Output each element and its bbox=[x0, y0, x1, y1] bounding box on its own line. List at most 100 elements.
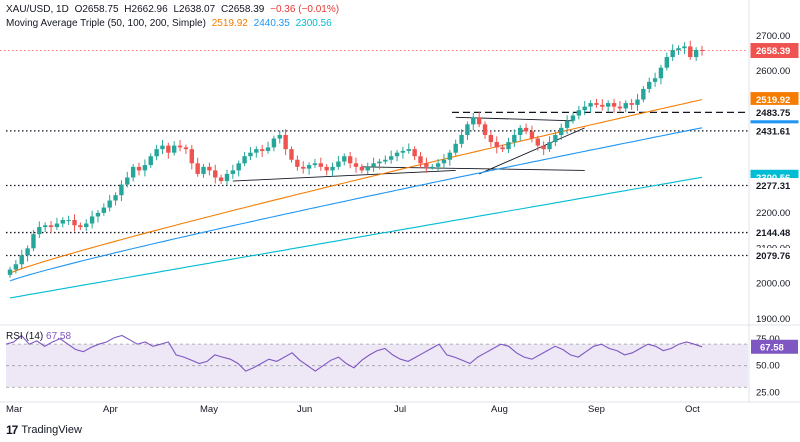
candle-body bbox=[189, 149, 194, 164]
moving-average-line bbox=[9, 127, 703, 282]
candle-body bbox=[259, 149, 265, 151]
candle-body bbox=[347, 156, 353, 164]
candle-body bbox=[119, 184, 124, 196]
rsi-value-tag-label: 67.58 bbox=[760, 342, 784, 353]
candle-body bbox=[471, 117, 476, 125]
price-tick-label: 2600.00 bbox=[756, 66, 790, 77]
candle-body bbox=[25, 248, 30, 256]
candle-body bbox=[658, 67, 664, 79]
price-tag-label: 2079.76 bbox=[756, 251, 790, 262]
time-tick-label: Apr bbox=[103, 404, 118, 415]
price-tick-label: 1900.00 bbox=[756, 314, 790, 325]
candle-body bbox=[78, 225, 83, 228]
ma-indicator-label[interactable]: Moving Average Triple (50, 100, 200, Sim… bbox=[6, 18, 206, 29]
candle-body bbox=[488, 134, 494, 143]
candle-body bbox=[342, 156, 347, 162]
candle-body bbox=[388, 156, 394, 160]
candle-body bbox=[506, 142, 511, 150]
rsi-value-tag bbox=[751, 339, 798, 354]
ma-header: Moving Average Triple (50, 100, 200, Sim… bbox=[6, 18, 335, 29]
candle-body bbox=[641, 88, 646, 100]
candle-body bbox=[664, 57, 670, 68]
candle-body bbox=[476, 117, 482, 125]
candle-body bbox=[570, 115, 576, 121]
candle-body bbox=[13, 264, 19, 270]
trend-line bbox=[361, 166, 585, 171]
symbol-label[interactable]: XAU/USD, 1D bbox=[6, 4, 69, 15]
time-tick-label: Mar bbox=[6, 404, 22, 415]
candle-body bbox=[283, 134, 288, 150]
candle-body bbox=[406, 149, 411, 151]
candle-body bbox=[617, 106, 623, 109]
candle-body bbox=[172, 145, 177, 153]
time-tick-label: Aug bbox=[491, 404, 508, 415]
candle-body bbox=[37, 227, 42, 235]
moving-average-line bbox=[9, 176, 703, 299]
candle-body bbox=[582, 106, 587, 111]
price-tag-label: 2519.92 bbox=[756, 95, 790, 106]
time-tick-label: Oct bbox=[685, 404, 700, 415]
price-tag-label: 2144.48 bbox=[756, 228, 790, 239]
candle-body bbox=[541, 145, 546, 150]
candle-body bbox=[113, 195, 118, 201]
rsi-label[interactable]: RSI (14) bbox=[6, 331, 44, 342]
candle-body bbox=[394, 152, 400, 157]
rsi-header: RSI (14) 67.58 bbox=[6, 331, 71, 342]
candle-body bbox=[564, 120, 570, 128]
tradingview-mark-icon: 17 bbox=[6, 423, 18, 437]
candle-body bbox=[635, 99, 640, 105]
candle-body bbox=[242, 156, 247, 164]
candle-body bbox=[383, 159, 388, 162]
close-value: C2658.39 bbox=[220, 4, 265, 15]
candle-body bbox=[412, 149, 417, 157]
candle-body bbox=[60, 219, 65, 224]
candle-body bbox=[688, 46, 693, 58]
candle-body bbox=[195, 163, 200, 174]
candle-body bbox=[523, 127, 529, 132]
candle-body bbox=[224, 173, 230, 182]
price-tag-box bbox=[750, 225, 799, 241]
candle-body bbox=[306, 165, 312, 169]
candle-body bbox=[177, 145, 183, 148]
time-tick-label: May bbox=[200, 404, 218, 415]
rsi-line bbox=[5, 334, 703, 372]
low-value: L2638.07 bbox=[173, 4, 216, 15]
candle-body bbox=[271, 138, 277, 148]
candle-body bbox=[130, 166, 136, 178]
price-tag-box bbox=[750, 247, 799, 263]
candle-body bbox=[693, 49, 699, 58]
ma50-value: 2519.92 bbox=[211, 18, 248, 29]
candle-body bbox=[330, 166, 335, 171]
candle-body bbox=[611, 103, 617, 107]
open-value: O2658.75 bbox=[74, 4, 119, 15]
tradingview-logo[interactable]: 17 TradingView bbox=[6, 423, 82, 437]
candle-body bbox=[623, 103, 628, 109]
candle-body bbox=[629, 103, 634, 105]
candle-body bbox=[365, 166, 370, 171]
candle-body bbox=[535, 138, 540, 146]
price-tag-box bbox=[750, 178, 799, 194]
candle-body bbox=[213, 170, 218, 178]
candle-body bbox=[418, 156, 423, 164]
candle-body bbox=[652, 78, 658, 82]
candle-body bbox=[547, 142, 552, 150]
candle-body bbox=[54, 223, 60, 228]
candle-body bbox=[459, 134, 464, 144]
tradingview-name: TradingView bbox=[21, 424, 82, 436]
candle-body bbox=[218, 177, 224, 182]
candle-body bbox=[453, 143, 458, 153]
candle-body bbox=[89, 216, 95, 224]
candle-body bbox=[336, 161, 341, 167]
candle-body bbox=[529, 131, 535, 139]
candle-body bbox=[482, 124, 488, 135]
candle-body bbox=[430, 166, 435, 168]
candle-body bbox=[301, 166, 306, 169]
candle-body bbox=[699, 49, 705, 51]
candle-body bbox=[600, 104, 605, 107]
candle-body bbox=[605, 103, 611, 107]
candle-body bbox=[72, 219, 77, 226]
candle-body bbox=[465, 124, 470, 135]
time-tick-label: Jul bbox=[394, 404, 406, 415]
candle-body bbox=[441, 159, 447, 164]
